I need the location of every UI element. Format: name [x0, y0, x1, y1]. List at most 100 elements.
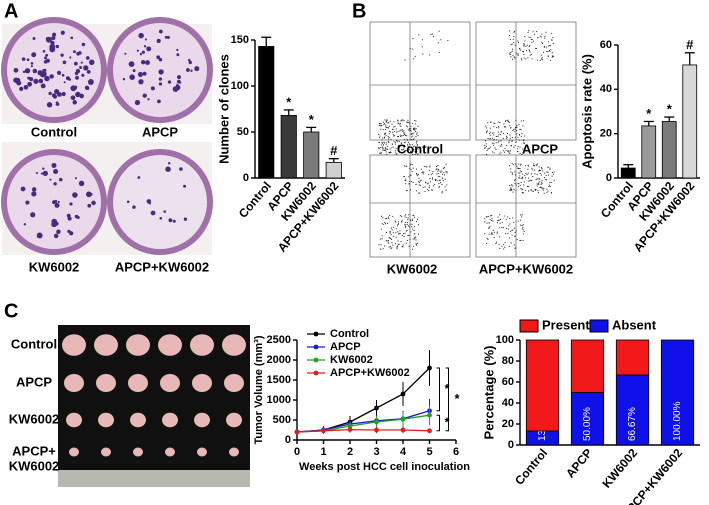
event	[415, 190, 417, 192]
event	[384, 133, 386, 135]
bar-segment	[525, 339, 560, 432]
colony	[51, 93, 56, 98]
tumor	[197, 447, 207, 457]
event	[412, 48, 414, 50]
event	[419, 192, 421, 194]
event	[418, 181, 420, 183]
event	[392, 131, 394, 133]
image-label: APCP	[142, 124, 178, 139]
bar	[620, 167, 636, 179]
event	[550, 182, 552, 184]
colony	[61, 73, 65, 77]
event	[385, 142, 387, 144]
event	[415, 148, 417, 150]
colony	[187, 58, 191, 62]
event	[388, 242, 390, 244]
event	[517, 168, 519, 170]
event	[384, 149, 386, 151]
event	[443, 167, 445, 169]
event	[416, 132, 418, 134]
event	[389, 131, 391, 133]
event	[498, 243, 500, 245]
event	[538, 183, 540, 185]
event	[530, 189, 532, 191]
event	[507, 119, 509, 121]
colony	[19, 86, 24, 91]
event	[498, 219, 500, 221]
event	[515, 184, 517, 186]
colony	[31, 191, 37, 197]
event	[539, 169, 541, 171]
event	[387, 136, 389, 138]
event	[428, 187, 430, 189]
event	[527, 168, 529, 170]
event	[445, 189, 447, 191]
event	[528, 36, 530, 38]
event	[550, 45, 552, 47]
colony	[176, 48, 179, 52]
event	[397, 223, 399, 225]
x-tick-label: 2	[347, 446, 353, 458]
event	[543, 187, 545, 189]
event	[509, 189, 511, 191]
colony	[70, 95, 76, 101]
x-tick-label: 3	[373, 446, 379, 458]
event	[492, 144, 494, 146]
event	[440, 182, 442, 184]
image-label: Control	[397, 141, 443, 156]
event	[517, 54, 519, 56]
colony	[53, 168, 59, 175]
event	[390, 247, 392, 249]
event	[547, 166, 549, 168]
event	[540, 186, 542, 188]
event	[404, 133, 406, 135]
event	[497, 131, 499, 133]
event	[524, 40, 526, 42]
event	[422, 173, 424, 175]
event	[391, 229, 393, 231]
event	[494, 147, 496, 149]
row-label: APCP+	[12, 443, 56, 458]
colony	[86, 191, 92, 198]
event	[515, 141, 517, 143]
event	[399, 215, 401, 217]
event	[501, 131, 503, 133]
event	[501, 226, 503, 228]
event	[484, 145, 486, 147]
event	[428, 185, 430, 187]
event	[407, 148, 409, 150]
bar	[258, 46, 275, 179]
event	[389, 237, 391, 239]
y-tick-label: 100	[231, 80, 249, 92]
y-tick-label: 2500	[267, 334, 291, 346]
event	[417, 173, 419, 175]
event	[513, 146, 515, 148]
event	[515, 139, 517, 141]
value-label: 50.00%	[582, 407, 593, 441]
event	[509, 137, 511, 139]
event	[404, 150, 406, 152]
event	[388, 133, 390, 135]
event	[445, 171, 447, 173]
event	[507, 121, 509, 123]
legend-label: APCP	[330, 341, 361, 353]
tumor	[194, 412, 210, 428]
event	[410, 128, 412, 130]
event	[417, 125, 419, 127]
event	[523, 152, 525, 154]
event	[539, 59, 541, 61]
colony	[25, 200, 30, 205]
bar	[682, 64, 698, 179]
event	[490, 121, 492, 123]
event	[383, 123, 385, 125]
event	[414, 153, 416, 155]
event	[500, 140, 502, 142]
colony	[50, 40, 55, 46]
event	[397, 139, 399, 141]
event	[381, 146, 383, 148]
event	[409, 164, 411, 166]
event	[387, 216, 389, 218]
event	[509, 230, 511, 232]
event	[405, 183, 407, 185]
event	[502, 132, 504, 134]
